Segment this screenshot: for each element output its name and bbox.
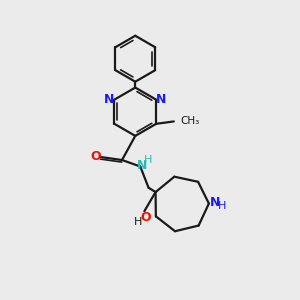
Text: O: O	[140, 211, 151, 224]
Text: H: H	[134, 218, 143, 227]
Text: H: H	[218, 202, 226, 212]
Text: H: H	[144, 155, 153, 165]
Text: O: O	[91, 150, 101, 163]
Text: N: N	[104, 93, 115, 106]
Text: CH₃: CH₃	[180, 116, 200, 126]
Text: N: N	[156, 93, 166, 106]
Text: N: N	[136, 159, 147, 172]
Text: N: N	[210, 196, 220, 209]
